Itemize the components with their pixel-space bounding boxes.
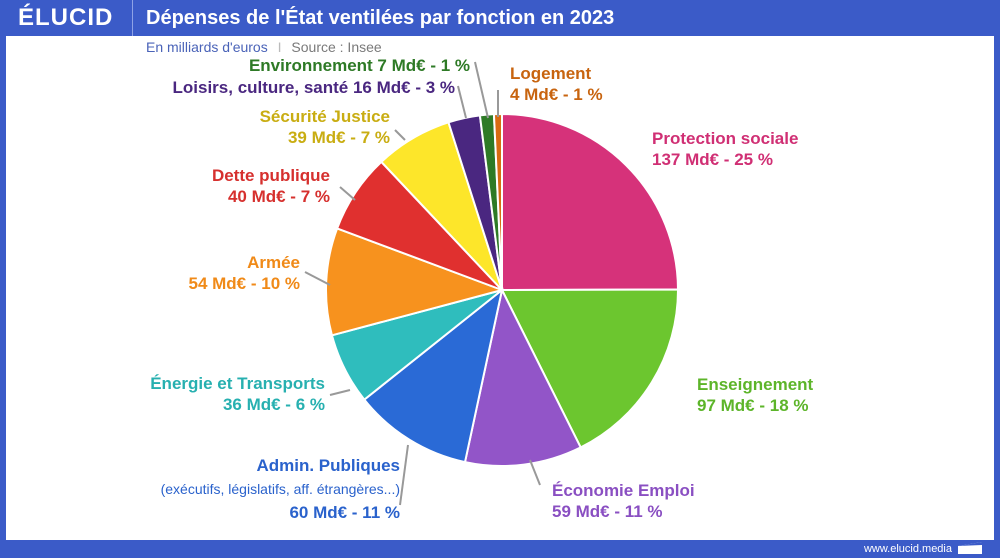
slice-name: Environnement 7 Md€ - 1 % [248,56,470,75]
chart-subtitle: En milliards d'euros I Source : Insee [146,39,382,55]
footer-url[interactable]: www.elucid.media [863,543,952,555]
slice-name: Logement [510,64,592,83]
slice-value: 39 Md€ - 7 % [287,128,390,147]
leader-line [329,389,351,396]
slice-value: 97 Md€ - 18 % [697,396,809,415]
slice-label: Loisirs, culture, santé 16 Md€ - 3 % [173,77,455,98]
slice-label: Logement 4 Md€ - 1 % [510,63,603,105]
pie-slice-1 [501,112,680,292]
slice-label: Protection sociale 137 Md€ - 25 % [652,128,798,170]
slice-value: 40 Md€ - 7 % [227,187,330,206]
divider [132,0,133,36]
slice-name: Admin. Publiques [256,456,400,475]
slice-value: 54 Md€ - 10 % [188,274,301,293]
leader-line [529,459,541,486]
slice-name: Dette publique [211,166,330,185]
slice-label: Armée 54 Md€ - 10 % [189,252,301,294]
pie-slice-3 [463,287,583,467]
leader-line [394,129,406,141]
slice-value: 4 Md€ - 1 % [510,85,603,104]
leader-line [399,444,409,506]
slice-value: 137 Md€ - 25 % [652,150,773,169]
slice-label: Économie Emploi 59 Md€ - 11 % [552,480,695,522]
leader-line [457,85,467,119]
leader-line [339,186,356,201]
slice-value: 59 Md€ - 11 % [552,502,663,521]
source-note: Source : Insee [291,39,382,55]
elucid-flag-icon [958,542,982,554]
slice-name: Loisirs, culture, santé 16 Md€ - 3 % [172,78,455,97]
pie-slice-4 [362,287,504,464]
unit-note: En milliards d'euros [146,39,268,55]
slice-name: Énergie et Transports [150,374,325,393]
slice-name: Enseignement [697,375,814,394]
slice-name: Économie Emploi [552,481,695,500]
leader-line [304,271,331,286]
pie-slice-6 [325,227,506,337]
subtitle-separator: I [277,39,282,55]
slice-value: 36 Md€ - 6 % [222,395,325,414]
slice-name: Armée [247,253,300,272]
slice-label: Énergie et Transports 36 Md€ - 6 % [150,373,325,415]
header: ÉLUCID Dépenses de l'État ventilées par … [0,0,1000,36]
elucid-logo: ÉLUCID [18,4,114,31]
slice-name: Protection sociale [652,129,799,148]
chart-title: Dépenses de l'État ventilées par fonctio… [146,7,615,29]
pie-slice-2 [500,288,679,449]
slice-label: Admin. Publiques (exécutifs, législatifs,… [161,455,400,523]
slice-label: Environnement 7 Md€ - 1 % [249,55,470,76]
slice-label: Enseignement 97 Md€ - 18 % [697,374,813,416]
slice-label: Sécurité Justice 39 Md€ - 7 % [260,106,390,148]
slice-value: 60 Md€ - 11 % [289,503,400,522]
leader-line [474,61,489,119]
slice-note: (exécutifs, législatifs, aff. étrangères… [160,481,400,497]
slice-label: Dette publique 40 Md€ - 7 % [212,165,330,207]
slice-name: Sécurité Justice [259,107,390,126]
